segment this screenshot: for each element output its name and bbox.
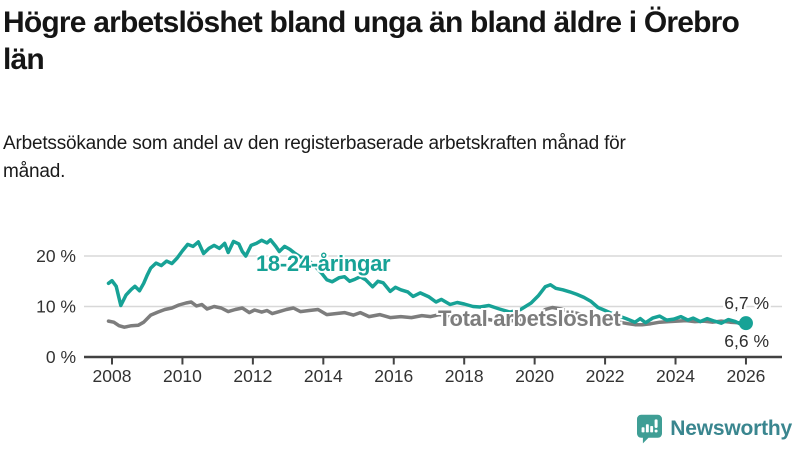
chart-subtitle: Arbetssökande som andel av den registerb… <box>3 133 626 182</box>
end-value-label-youth: 6,7 % <box>724 293 769 313</box>
x-tick-label: 2018 <box>445 366 484 386</box>
series-line-total <box>106 300 748 329</box>
series-line-youth <box>106 238 748 326</box>
newsworthy-bubble-chart-icon <box>637 414 663 444</box>
y-tick-label: 0 % <box>46 347 76 367</box>
page-title: Högre arbetslöshet bland unga än bland ä… <box>3 6 740 76</box>
x-tick-label: 2008 <box>93 366 132 386</box>
x-tick-label: 2022 <box>586 366 625 386</box>
y-tick-label: 10 % <box>36 297 76 317</box>
x-tick-label: 2024 <box>656 366 695 386</box>
newsworthy-logo[interactable]: Newsworthy <box>636 414 792 444</box>
x-tick-label: 2014 <box>304 366 343 386</box>
series-label-youth: 18-24-åringar <box>256 251 391 276</box>
x-tick-label: 2020 <box>515 366 554 386</box>
x-tick-label: 2026 <box>726 366 765 386</box>
x-tick-label: 2010 <box>163 366 202 386</box>
y-tick-label: 20 % <box>36 246 76 266</box>
series-label-total: Total arbetslöshet <box>438 306 621 331</box>
x-tick-label: 2012 <box>233 366 272 386</box>
x-tick-label: 2016 <box>374 366 413 386</box>
newsworthy-wordmark: Newsworthy <box>670 417 792 440</box>
series-end-dot <box>738 316 753 331</box>
end-value-label-total: 6,6 % <box>724 331 769 351</box>
